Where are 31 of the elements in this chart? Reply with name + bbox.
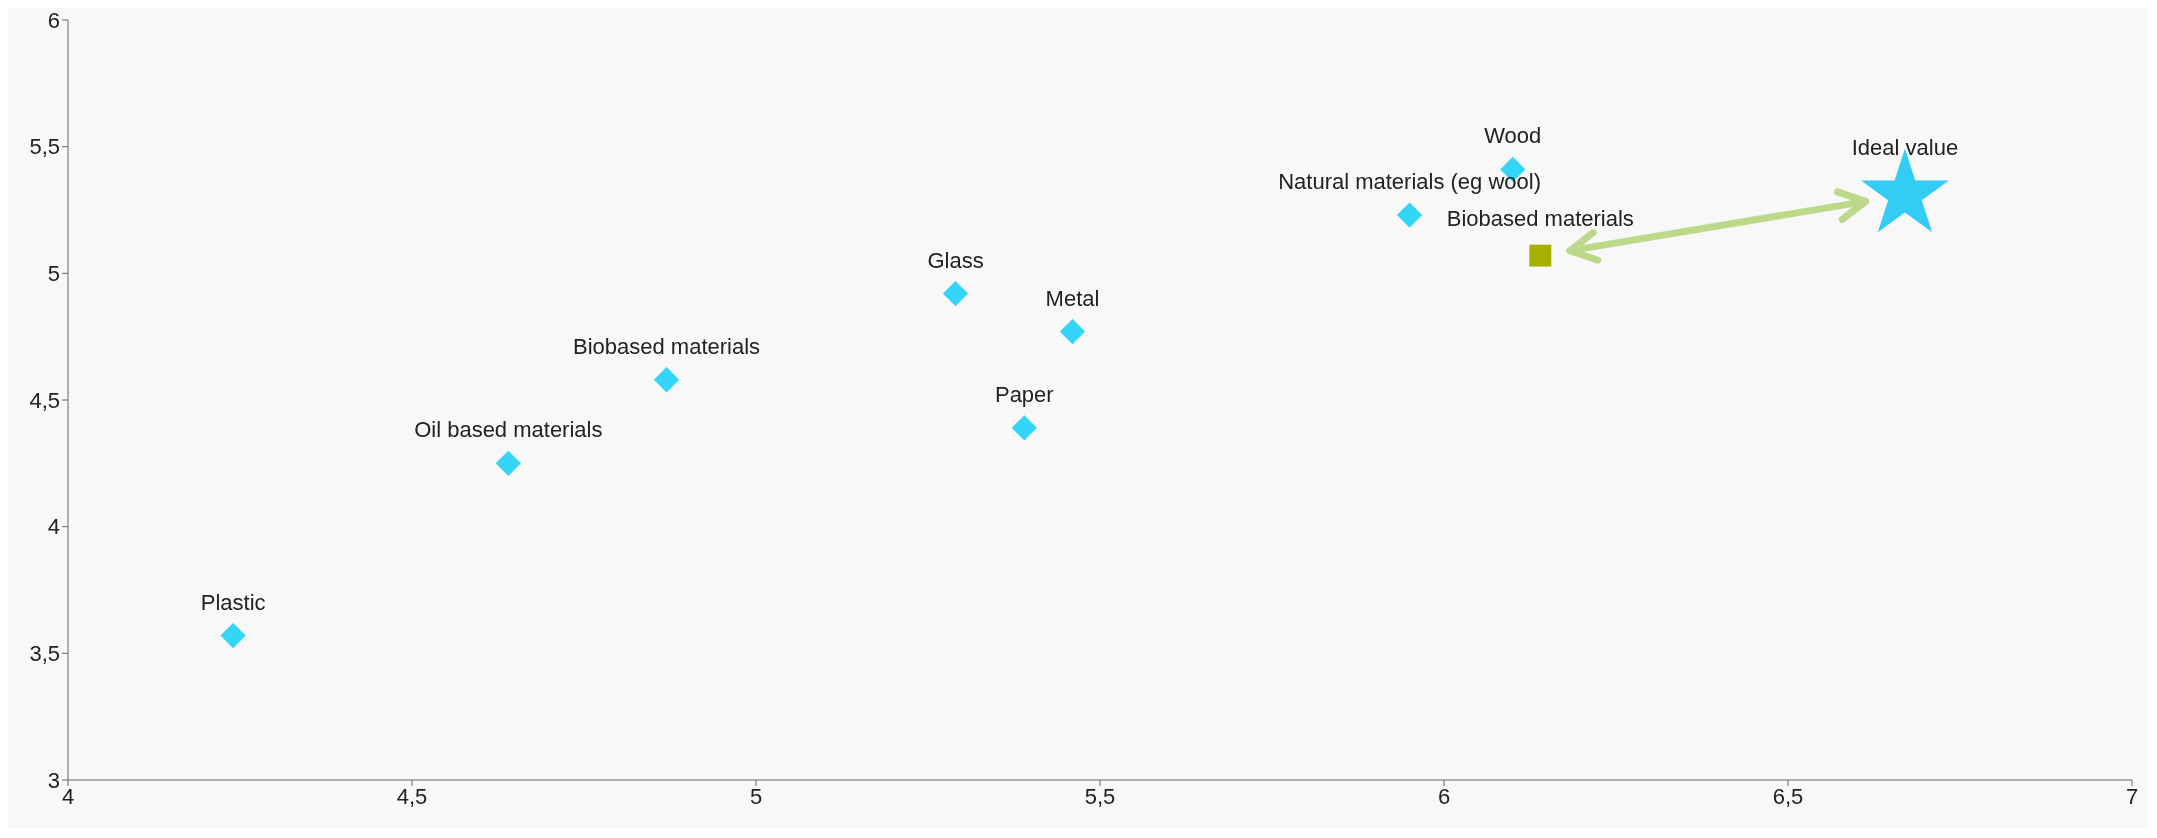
annotation: Metal xyxy=(1045,285,1100,311)
y-tick-label: 4,5 xyxy=(29,387,60,413)
y-tick-label: 6 xyxy=(47,7,60,33)
point xyxy=(653,367,680,393)
x-tick-label: 4,5 xyxy=(396,783,428,809)
annotation: Paper xyxy=(994,381,1054,407)
x-tick-label: 7 xyxy=(2125,783,2139,809)
annotation: Wood xyxy=(1484,123,1542,149)
annotation: Plastic xyxy=(200,589,266,615)
x-tick-label: 5 xyxy=(749,783,763,809)
point xyxy=(1011,415,1037,441)
point xyxy=(1529,244,1552,267)
annotation: Glass xyxy=(927,247,984,273)
x-tick-label: 6 xyxy=(1437,783,1451,809)
annotation: Oil based materials xyxy=(414,417,603,443)
y-tick-label: 5,5 xyxy=(29,134,60,160)
y-tick-label: 3,5 xyxy=(29,641,60,667)
point xyxy=(1059,318,1086,345)
x-tick-label: 5,5 xyxy=(1084,783,1116,809)
point xyxy=(942,280,969,307)
point xyxy=(1396,202,1423,228)
y-tick-label: 4 xyxy=(47,514,60,540)
point xyxy=(220,622,246,649)
y-tick-label: 5 xyxy=(47,261,60,287)
x-tick-label: 6,5 xyxy=(1772,783,1804,809)
annotation: Biobased materials xyxy=(573,333,761,359)
y-tick-label: 3 xyxy=(47,767,60,793)
annotation: Ideal value xyxy=(1851,134,1959,160)
annotation: Natural materials (eg wool) xyxy=(1278,169,1542,195)
annotation: Biobased materials xyxy=(1446,205,1634,231)
point xyxy=(495,450,521,476)
